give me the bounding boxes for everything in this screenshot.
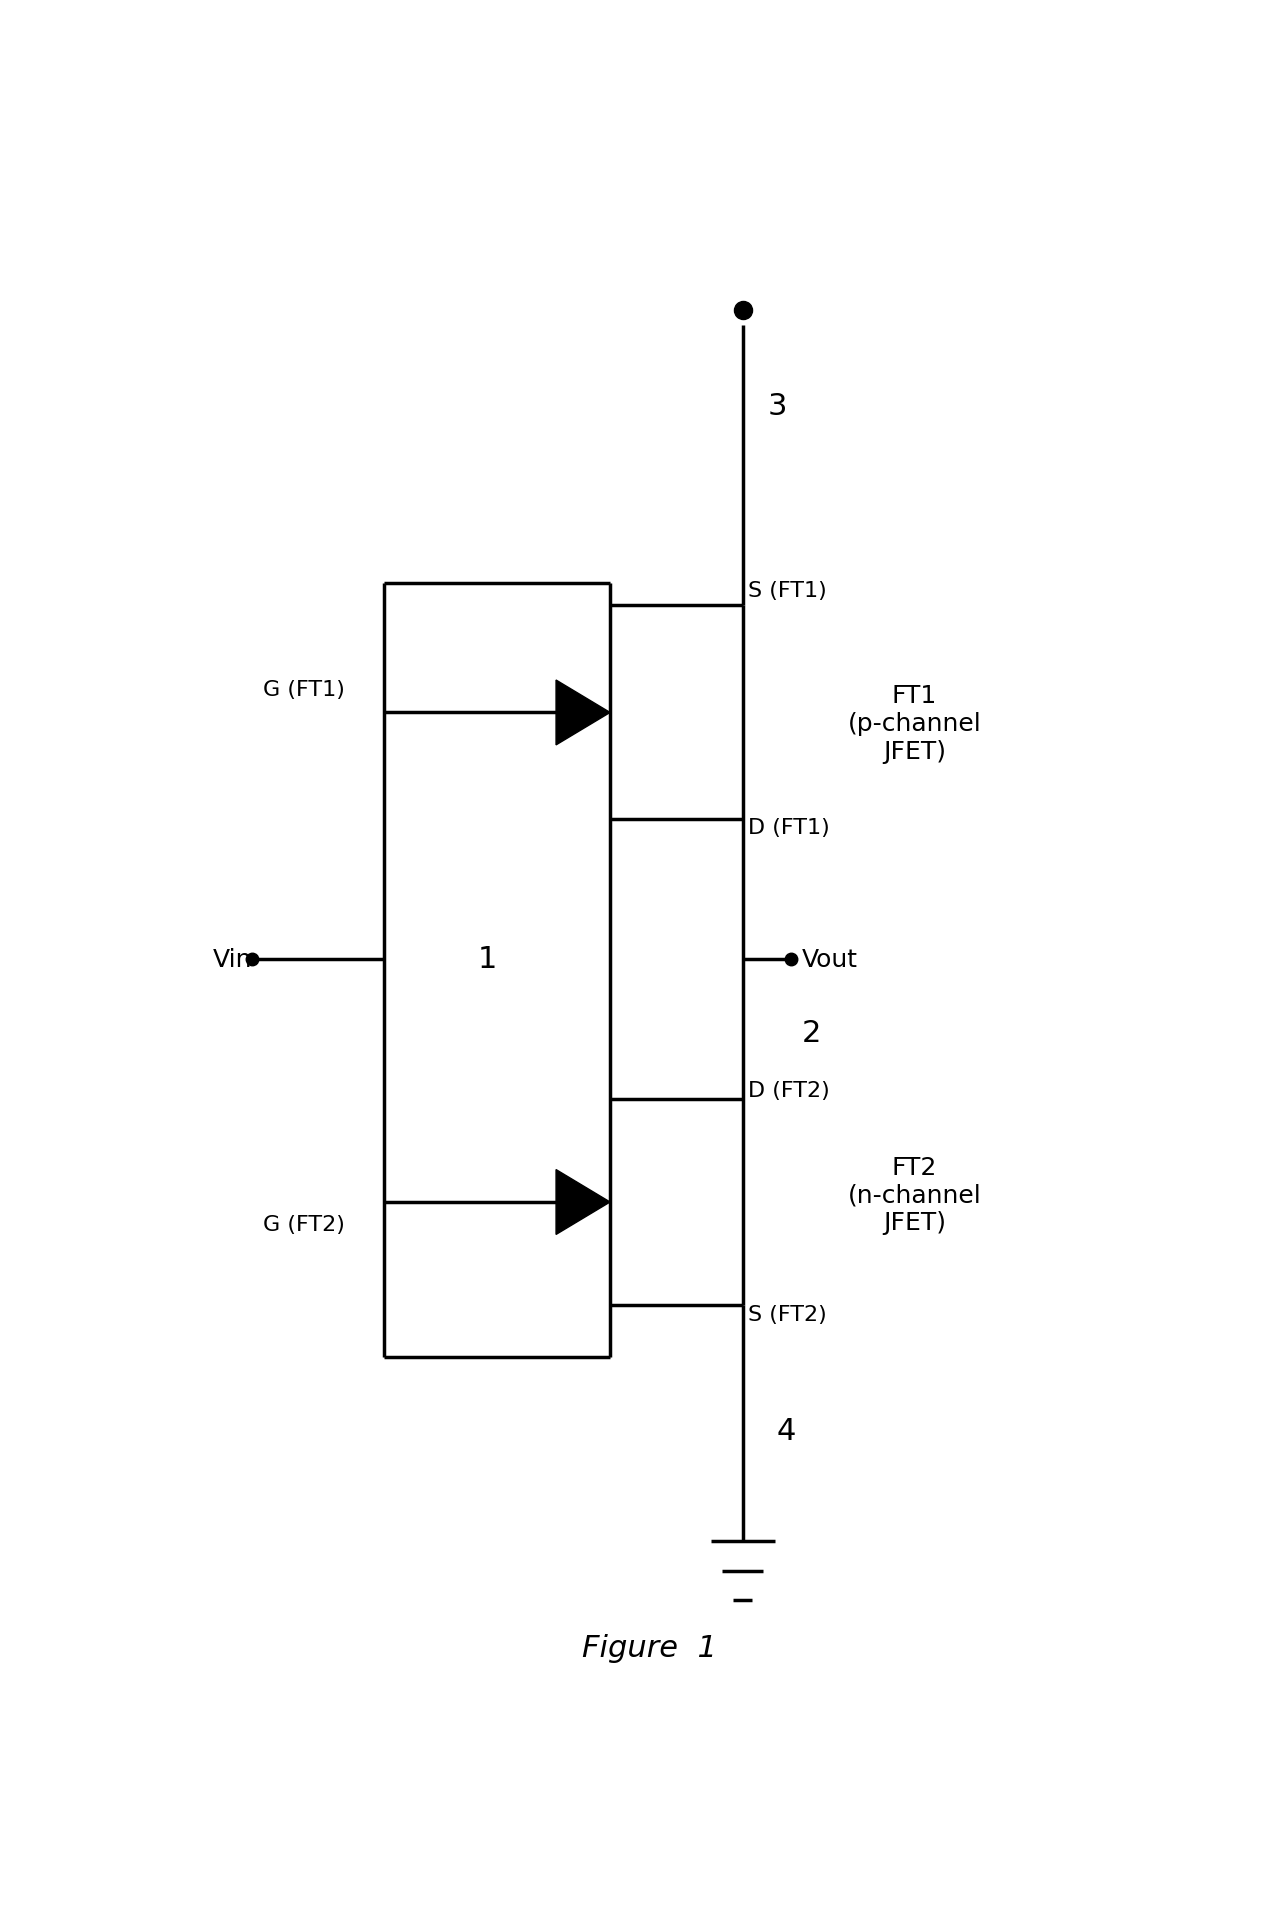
Text: S (FT1): S (FT1) <box>748 580 826 601</box>
Text: S (FT2): S (FT2) <box>748 1303 826 1324</box>
Text: Vin: Vin <box>213 947 252 970</box>
Polygon shape <box>556 681 611 745</box>
Text: 1: 1 <box>478 946 497 974</box>
Text: G (FT1): G (FT1) <box>264 679 345 699</box>
Text: FT2
(n-channel
JFET): FT2 (n-channel JFET) <box>848 1156 982 1235</box>
Text: Figure  1: Figure 1 <box>582 1633 717 1661</box>
Polygon shape <box>556 1169 611 1235</box>
Text: G (FT2): G (FT2) <box>264 1215 345 1235</box>
Text: 2: 2 <box>802 1018 821 1047</box>
Text: D (FT2): D (FT2) <box>748 1079 830 1101</box>
Text: 3: 3 <box>768 392 787 421</box>
Text: D (FT1): D (FT1) <box>748 817 830 838</box>
Text: Vout: Vout <box>802 947 858 970</box>
Text: FT1
(p-channel
JFET): FT1 (p-channel JFET) <box>848 683 982 764</box>
Text: 4: 4 <box>777 1416 797 1445</box>
